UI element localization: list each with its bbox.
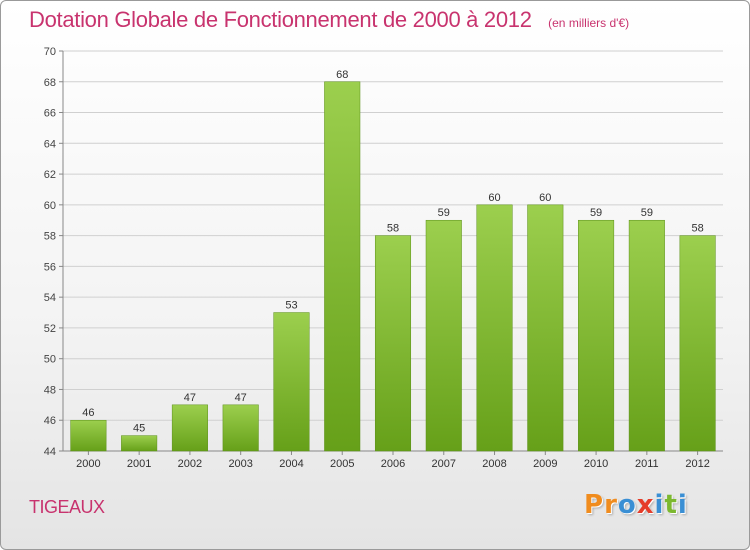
bar-2010 — [578, 219, 615, 452]
logo-letter: P — [584, 490, 605, 520]
x-tick-label-2001: 2001 — [127, 458, 151, 470]
entity-name: TIGEAUX — [29, 497, 105, 517]
bar-2002 — [171, 404, 208, 452]
x-tick-label-2005: 2005 — [330, 458, 354, 470]
data-label-2009: 60 — [539, 192, 551, 204]
x-tick-label-2011: 2011 — [635, 458, 659, 470]
title-row: Dotation Globale de Fonctionnement de 20… — [29, 7, 629, 33]
y-tick-label: 52 — [44, 323, 56, 335]
x-tick-label-2009: 2009 — [533, 458, 557, 470]
y-tick-label: 48 — [44, 384, 56, 396]
bars — [70, 81, 716, 452]
y-tick-label: 64 — [44, 138, 56, 150]
bar-2011 — [628, 219, 665, 452]
bar-2003 — [222, 404, 259, 452]
data-label-2006: 58 — [387, 223, 399, 235]
x-tick-label-2010: 2010 — [584, 458, 608, 470]
data-label-2011: 59 — [641, 207, 653, 219]
logo-letter: r — [604, 490, 618, 520]
logo-letter: i — [654, 490, 665, 520]
x-tick-label-2012: 2012 — [685, 458, 709, 470]
data-label-2004: 53 — [285, 300, 297, 312]
bar-2007 — [425, 219, 462, 452]
data-label-2000: 46 — [82, 407, 94, 419]
logo-letter: o — [617, 490, 637, 520]
data-label-2002: 47 — [184, 392, 196, 404]
x-tick-label-2003: 2003 — [228, 458, 252, 470]
y-tick-label: 70 — [44, 46, 56, 58]
bar-2009 — [527, 204, 564, 452]
data-label-2003: 47 — [235, 392, 247, 404]
y-tick-label: 50 — [44, 354, 56, 366]
y-tick-label: 56 — [44, 261, 56, 273]
data-label-2007: 59 — [438, 207, 450, 219]
data-label-2001: 45 — [133, 423, 145, 435]
y-tick-label: 58 — [44, 231, 56, 243]
y-tick-label: 60 — [44, 200, 56, 212]
data-label-2008: 60 — [488, 192, 500, 204]
data-label-2012: 58 — [691, 223, 703, 235]
y-tick-label: 54 — [44, 292, 56, 304]
y-tick-label: 66 — [44, 108, 56, 120]
logo-letter: i — [677, 490, 688, 520]
x-tick-label-2006: 2006 — [381, 458, 405, 470]
y-tick-label: 62 — [44, 169, 56, 181]
bar-2006 — [374, 235, 412, 452]
labels: 46 2000 45 2001 47 2002 47 2003 53 2004 68 2005 58 20… — [76, 69, 710, 470]
bar-2005 — [324, 81, 361, 452]
bar-2012 — [679, 235, 716, 452]
x-tick-label-2002: 2002 — [178, 458, 202, 470]
data-label-2005: 68 — [336, 69, 348, 81]
logo-letter: x — [636, 490, 655, 520]
bar-2001 — [121, 435, 158, 452]
bar-2000 — [70, 419, 107, 452]
y-tick-label: 44 — [44, 446, 56, 458]
chart-title: Dotation Globale de Fonctionnement de 20… — [29, 7, 532, 32]
data-label-2010: 59 — [590, 207, 602, 219]
logo-letter: t — [664, 490, 678, 520]
x-tick-label-2000: 2000 — [76, 458, 100, 470]
bar-2004 — [273, 312, 310, 452]
bar-2008 — [476, 204, 513, 452]
x-tick-label-2008: 2008 — [482, 458, 506, 470]
chart-subtitle: (en milliers d'€) — [548, 16, 630, 30]
proxiti-logo: Proxiti — [584, 490, 688, 520]
x-tick-label-2004: 2004 — [279, 458, 303, 470]
y-tick-label: 46 — [44, 415, 56, 427]
y-tick-label: 68 — [44, 77, 56, 89]
x-tick-label-2007: 2007 — [432, 458, 456, 470]
